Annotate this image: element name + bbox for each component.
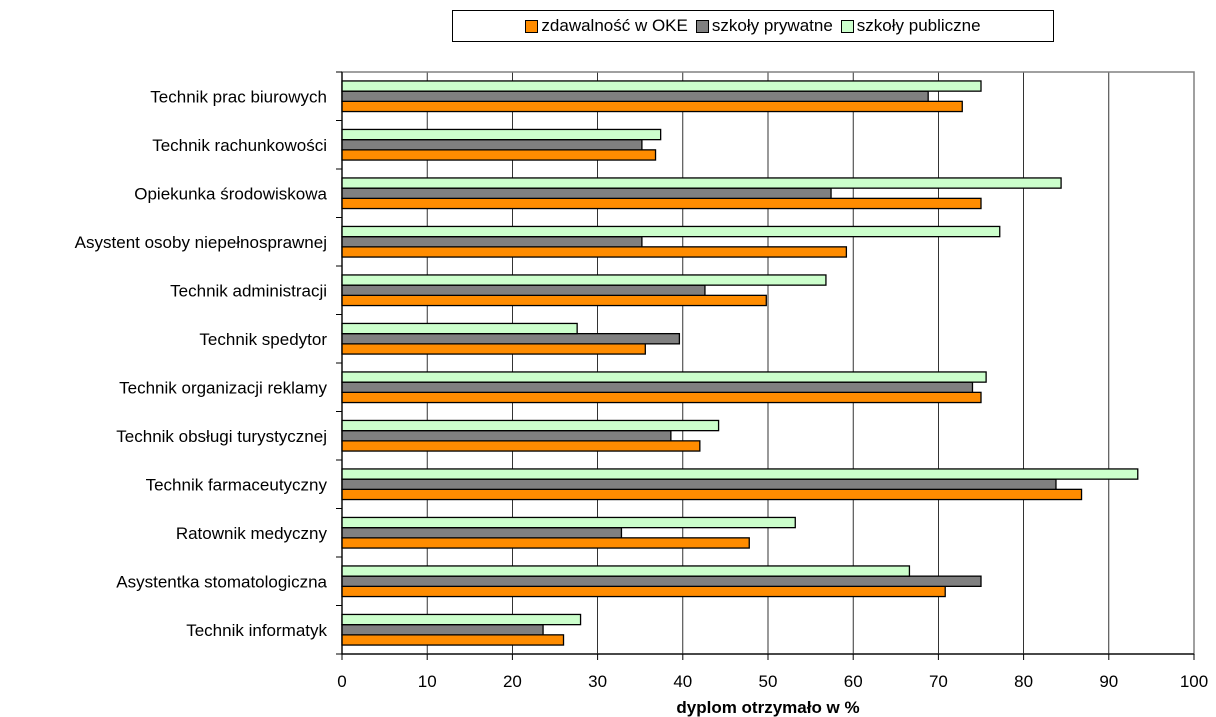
bar — [341, 488, 1083, 501]
bar — [341, 80, 982, 92]
bar — [341, 246, 848, 258]
bar — [341, 274, 827, 286]
legend-item: szkoły prywatne — [695, 16, 833, 36]
bar — [341, 468, 1139, 480]
legend-swatch — [695, 19, 709, 33]
bar — [341, 235, 643, 248]
x-tick-label: 0 — [337, 672, 346, 691]
category-label: Opiekunka środowiskowa — [134, 184, 327, 203]
x-tick-label: 30 — [588, 672, 607, 691]
bar — [341, 537, 750, 549]
x-axis-title: dyplom otrzymało w % — [676, 698, 859, 717]
bar — [341, 429, 672, 442]
x-tick-label: 100 — [1180, 672, 1208, 691]
bar — [341, 100, 963, 113]
bar — [341, 419, 720, 432]
bar — [341, 440, 701, 452]
bar — [341, 613, 582, 626]
legend-label: zdawalność w OKE — [541, 16, 688, 35]
bar — [341, 294, 767, 307]
category-label: Asystent osoby niepełnosprawnej — [75, 233, 327, 252]
bar — [341, 284, 706, 296]
bar — [341, 575, 982, 588]
bar — [341, 634, 565, 646]
bar — [341, 332, 681, 345]
category-label: Technik informatyk — [186, 621, 327, 640]
bar — [341, 90, 929, 103]
bar — [341, 343, 646, 355]
bar — [341, 225, 1001, 238]
category-label: Ratownik medyczny — [176, 524, 328, 543]
legend-label: szkoły prywatne — [711, 16, 833, 35]
x-tick-label: 60 — [844, 672, 863, 691]
x-tick-label: 70 — [929, 672, 948, 691]
legend-swatch — [525, 19, 539, 33]
bar — [341, 624, 544, 636]
category-label: Technik rachunkowości — [152, 136, 327, 155]
bar — [341, 187, 832, 199]
bar — [341, 197, 982, 210]
category-label: Technik administracji — [170, 281, 327, 300]
bar — [341, 149, 657, 161]
category-label: Technik farmaceutyczny — [146, 475, 328, 494]
bar — [341, 527, 623, 539]
bar — [341, 516, 796, 529]
chart-legend: zdawalność w OKE szkoły prywatne szkoły pu… — [452, 10, 1054, 42]
legend-swatch — [840, 19, 854, 33]
bar — [341, 585, 946, 598]
x-tick-label: 10 — [418, 672, 437, 691]
bar — [341, 371, 987, 383]
legend-item: zdawalność w OKE — [525, 16, 688, 36]
bar — [341, 478, 1057, 490]
x-tick-label: 90 — [1099, 672, 1118, 691]
x-tick-label: 80 — [1014, 672, 1033, 691]
bar — [341, 138, 643, 151]
category-label: Asystentka stomatologiczna — [116, 572, 327, 591]
bar — [341, 565, 911, 577]
x-tick-label: 50 — [759, 672, 778, 691]
category-label: Technik obsługi turystycznej — [116, 427, 327, 446]
x-tick-label: 20 — [503, 672, 522, 691]
bar — [341, 128, 662, 141]
legend-item: szkoły publiczne — [840, 16, 981, 36]
category-label: Technik organizacji reklamy — [119, 378, 327, 397]
legend-label: szkoły publiczne — [856, 16, 981, 35]
bar — [341, 322, 578, 335]
bar — [341, 391, 982, 404]
x-tick-label: 40 — [673, 672, 692, 691]
bar — [341, 381, 974, 393]
bar — [341, 177, 1062, 189]
category-label: Technik spedytor — [199, 330, 327, 349]
category-label: Technik prac biurowych — [150, 87, 327, 106]
